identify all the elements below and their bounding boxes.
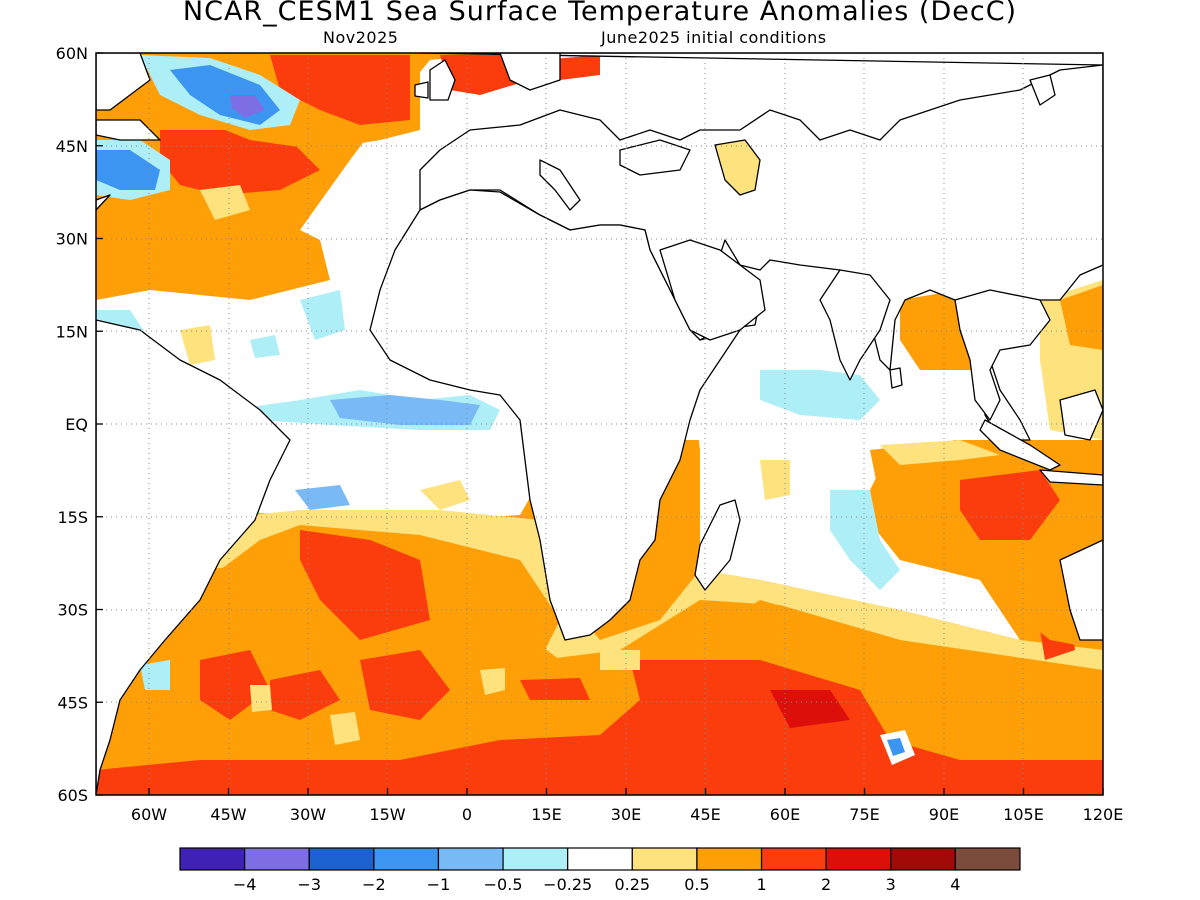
- colorbar-label: −2: [362, 875, 386, 894]
- forecast-month: Nov2025: [323, 28, 399, 47]
- colorbar-label: −1: [427, 875, 451, 894]
- lat-label: 45S: [57, 693, 88, 712]
- colorbar-label: 0.25: [614, 875, 650, 894]
- colorbar-label: 4: [950, 875, 960, 894]
- colorbar-swatch: [437, 847, 504, 871]
- colorbar-label: 2: [821, 875, 831, 894]
- colorbar-swatch: [890, 847, 956, 871]
- lat-label: 30S: [57, 601, 88, 620]
- lon-label: 105E: [1003, 805, 1044, 824]
- lon-label: 0: [462, 805, 472, 824]
- anomaly-field: [96, 53, 1103, 795]
- lon-label: 45E: [690, 805, 720, 824]
- lon-label: 30W: [290, 805, 326, 824]
- colorbar-labels: −4 −3 −2 −1 −0.5 −0.25 0.25 0.5 1 2 3 4: [233, 875, 961, 894]
- colorbar-label: 0.5: [684, 875, 709, 894]
- tick-marks: [96, 52, 1104, 796]
- colorbar-swatch: [567, 847, 633, 871]
- colorbar-label: −4: [233, 875, 257, 894]
- gridlines: [96, 53, 1103, 795]
- initial-conditions: June2025 initial conditions: [601, 28, 827, 47]
- colorbar-swatch: [244, 847, 310, 871]
- colorbar-swatch: [502, 847, 569, 871]
- latitude-labels: 60N 45N 30N 15N EQ 15S 30S 45S 60S: [56, 44, 88, 805]
- lat-label: 15N: [56, 322, 88, 341]
- lat-label: EQ: [65, 415, 88, 434]
- lon-label: 60W: [131, 805, 167, 824]
- lat-label: 60S: [57, 786, 88, 805]
- colorbar-swatch: [179, 847, 246, 871]
- lat-label: 45N: [56, 137, 88, 156]
- colorbar-swatch: [373, 847, 440, 871]
- colorbar-swatch: [760, 847, 827, 871]
- colorbar-label: −3: [297, 875, 321, 894]
- land-masses: [96, 53, 1103, 795]
- colorbar: [179, 847, 1021, 871]
- lon-label: 15E: [531, 805, 561, 824]
- colorbar-swatch: [696, 847, 763, 871]
- colorbar-label: 1: [756, 875, 766, 894]
- colorbar-label: −0.25: [543, 875, 592, 894]
- colorbar-label: −0.5: [484, 875, 523, 894]
- lon-label: 30E: [611, 805, 641, 824]
- lon-label: 60E: [770, 805, 800, 824]
- lat-label: 60N: [56, 44, 88, 63]
- colorbar-swatch: [825, 847, 892, 871]
- lon-label: 90E: [929, 805, 959, 824]
- colorbar-swatch: [631, 847, 698, 871]
- colorbar-label: 3: [886, 875, 896, 894]
- lon-label: 120E: [1083, 805, 1124, 824]
- lon-label: 15W: [369, 805, 405, 824]
- lat-label: 30N: [56, 230, 88, 249]
- longitude-labels: 60W 45W 30W 15W 0 15E 30E 45E 60E 75E 90E 105E 120E: [131, 805, 1123, 824]
- colorbar-swatch: [308, 847, 375, 871]
- colorbar-swatch: [954, 847, 1021, 871]
- map-title: NCAR_CESM1 Sea Surface Temperature Anoma…: [182, 0, 1018, 27]
- lon-label: 45W: [210, 805, 246, 824]
- lon-label: 75E: [849, 805, 879, 824]
- lat-label: 15S: [57, 508, 88, 527]
